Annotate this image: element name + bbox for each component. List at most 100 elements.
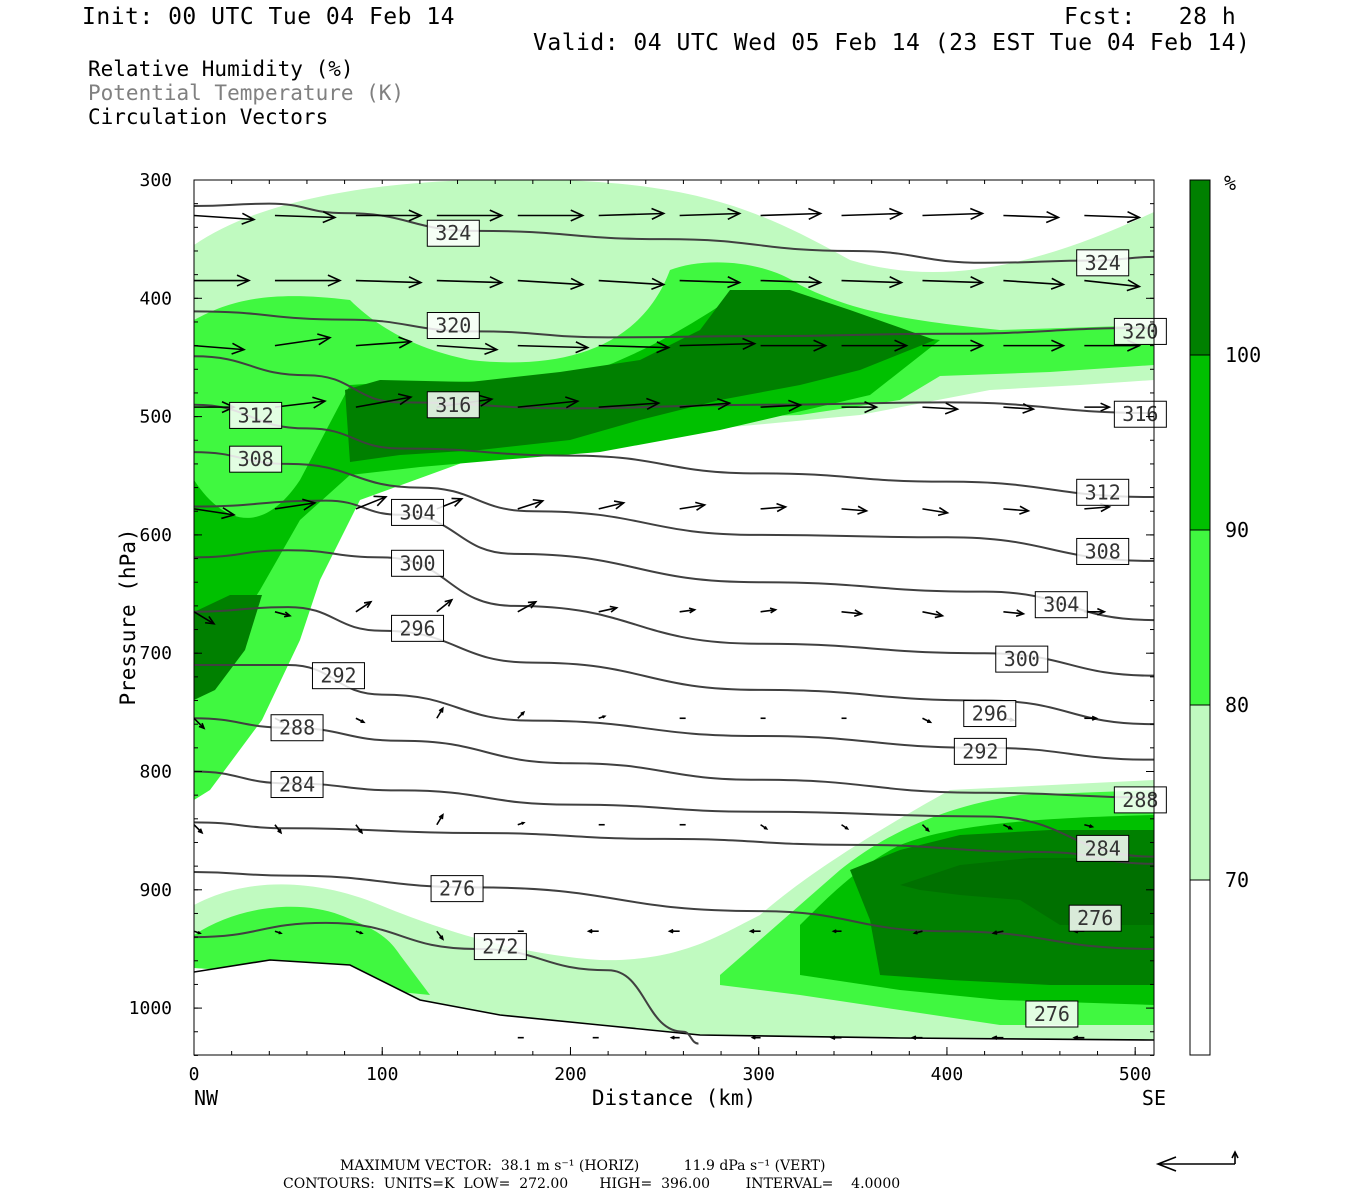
theta-legend-label: Potential Temperature (K): [88, 81, 405, 105]
circulation-vector: [841, 610, 862, 615]
circulation-vector-head: [484, 342, 499, 355]
rh-legend-label: Relative Humidity (%): [88, 57, 354, 81]
circulation-vector: [194, 344, 245, 351]
circulation-vector: [274, 400, 326, 408]
isentrope-layer: [194, 202, 1154, 1045]
contour-label-box: [229, 445, 283, 473]
contour-label: 288: [279, 716, 315, 740]
circulation-vector-head: [970, 339, 985, 352]
contour-label-layer: 324 324 320 320 316 316 312 312 308 308 304 304 300 3…: [229, 219, 1167, 1028]
circulation-vector-head: [894, 339, 909, 352]
circulation-vector-head: [397, 393, 413, 406]
x-tick-label: 100: [366, 1064, 399, 1085]
circulation-vector: [760, 279, 821, 284]
circulation-vector-head: [1126, 279, 1142, 292]
circulation-vector: [436, 344, 497, 351]
contour-label-box: [995, 645, 1049, 673]
circulation-vector: [760, 404, 801, 408]
circulation-vector: [194, 717, 205, 729]
circulation-vector-head: [776, 502, 788, 513]
contour-label-box: [229, 401, 283, 429]
circulation-vector-head: [748, 928, 755, 934]
circulation-vector-head: [205, 615, 216, 625]
contours-note: CONTOURS: UNITS=K LOW= 272.00 HIGH= 396.…: [283, 1176, 901, 1192]
y-axis-label: Pressure (hPa): [116, 528, 140, 705]
contour-label: 308: [1085, 539, 1121, 563]
circulation-vector-head: [532, 498, 545, 509]
circulation-vector-head: [937, 506, 950, 517]
circulation-vector-head: [912, 930, 918, 935]
plot-frame: [193, 179, 1155, 1056]
circulation-vector-head: [727, 207, 742, 221]
circulation-vector-head: [889, 276, 904, 289]
circulation-vector-head: [521, 821, 526, 825]
circulation-vector: [841, 212, 902, 217]
circulation-vector: [922, 212, 983, 217]
init-time: Init: 00 UTC Tue 04 Feb 14: [82, 4, 456, 30]
contour-label-box: [391, 498, 445, 526]
circulation-vector: [517, 500, 544, 510]
colorbar-segment: [1189, 529, 1211, 706]
contour-label: 304: [1043, 593, 1079, 617]
contour-label: 312: [1085, 480, 1121, 504]
circulation-vector: [760, 609, 776, 613]
contour-label-box: [1025, 1000, 1079, 1028]
circulation-vector-head: [927, 719, 933, 724]
x-right-end-label: SE: [1142, 1086, 1166, 1110]
isentrope-320: [194, 310, 1154, 339]
circulation-vector-head: [808, 207, 823, 221]
contour-label-box: [391, 549, 445, 577]
circulation-vector-head: [788, 399, 803, 412]
circulation-vector-head: [197, 828, 204, 835]
isentrope-276: [194, 871, 1154, 950]
circulation-vector-head: [889, 207, 904, 221]
y-tick-label: 1000: [129, 998, 172, 1019]
circulation-vector-head: [609, 605, 619, 613]
contour-label: 272: [482, 935, 518, 959]
circulation-vector: [679, 279, 740, 284]
y-tick-label: 400: [139, 288, 172, 309]
colorbar-level-label: 70: [1225, 868, 1249, 892]
contour-label: 320: [1122, 319, 1158, 343]
y-tick-label: 300: [139, 170, 172, 191]
circulation-vector-head: [669, 1035, 675, 1040]
circulation-vector-head: [969, 207, 985, 221]
colorbar-segment: [1189, 704, 1211, 881]
x-tick-label: 500: [1119, 1064, 1152, 1085]
circulation-vector: [598, 607, 617, 613]
circulation-vector-head: [1050, 277, 1066, 290]
x-axis-label: Distance (km): [592, 1086, 756, 1110]
isentrope-300: [194, 549, 1154, 677]
circulation-vector-head: [408, 209, 423, 222]
circulation-vector: [274, 214, 335, 219]
colorbar-level-label: 80: [1225, 693, 1249, 717]
colorbar-level-label: 100: [1225, 343, 1261, 367]
circulation-vector: [760, 506, 786, 510]
circulation-vector-head: [934, 610, 945, 619]
contour-label-box: [1113, 317, 1167, 345]
circulation-vector: [194, 214, 255, 221]
circulation-vector-head: [651, 277, 666, 290]
x-left-end-label: NW: [194, 1086, 219, 1110]
colorbar-segment: [1189, 179, 1211, 356]
circulation-vector-head: [864, 401, 879, 414]
circulation-vector-head: [750, 1035, 756, 1040]
colorbar-segment: [1189, 879, 1211, 1056]
circulation-vector-head: [438, 813, 444, 820]
contour-label: 276: [439, 877, 475, 901]
circulation-vector-head: [359, 930, 364, 935]
circulation-vector-head: [742, 337, 757, 351]
circulation-vector-head: [688, 607, 697, 614]
circulation-vector: [355, 340, 411, 347]
contour-label-box: [391, 614, 445, 642]
max-vector-note: MAXIMUM VECTOR: 38.1 m s⁻¹ (HORIZ) 11.9 …: [340, 1158, 826, 1174]
contour-label-box: [1034, 591, 1088, 619]
contour-label-box: [1113, 400, 1167, 428]
circulation-vector: [1003, 214, 1059, 219]
circulation-vector-head: [925, 827, 930, 833]
contour-label: 292: [962, 739, 998, 763]
circulation-vector-head: [302, 498, 317, 511]
circulation-vector: [517, 400, 578, 408]
circulation-vector-head: [651, 207, 666, 220]
circulation-vector: [598, 279, 664, 286]
